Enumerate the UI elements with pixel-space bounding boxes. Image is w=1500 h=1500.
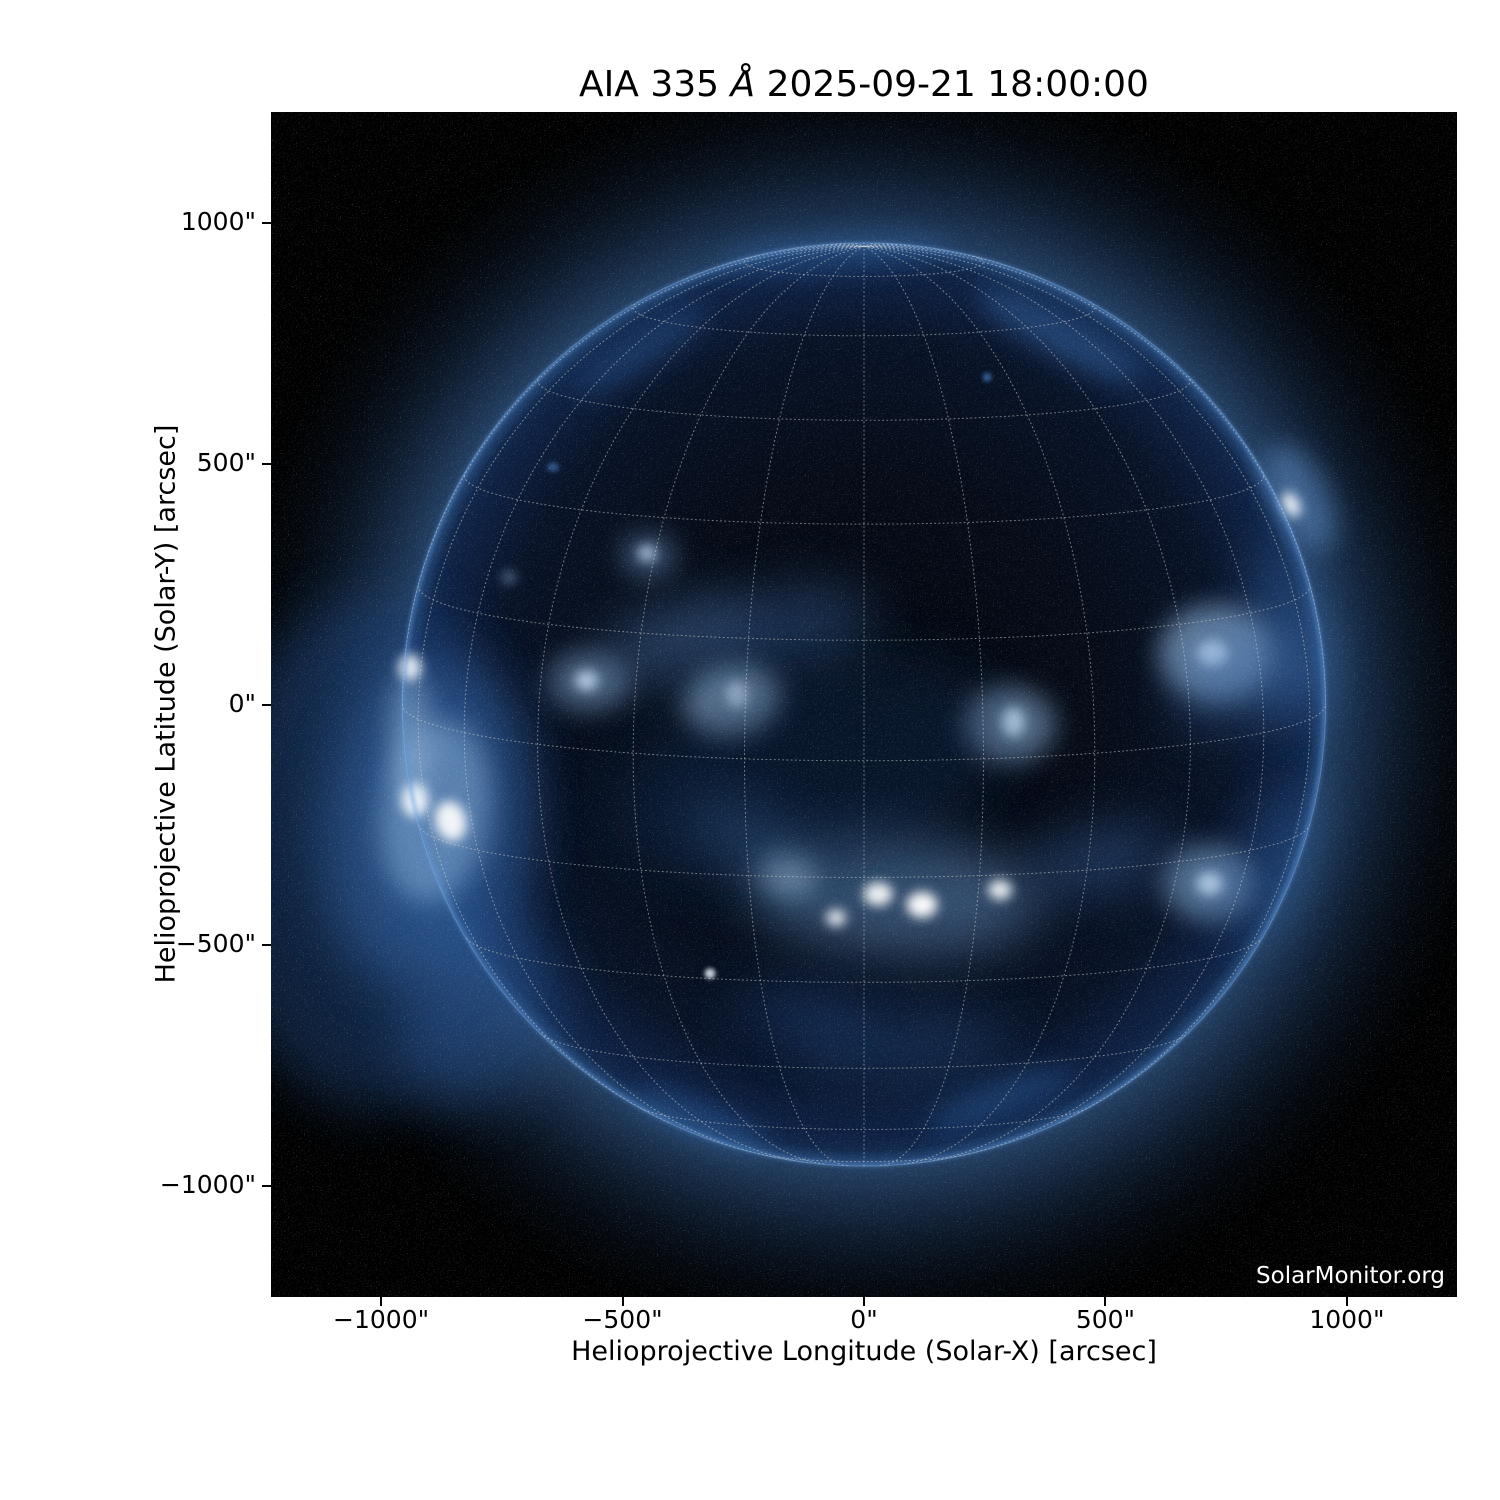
y-tick-mark [262,462,271,465]
x-tick-mark [1104,1297,1107,1306]
figure-title: AIA 335 Å 2025-09-21 18:00:00 [271,64,1457,105]
x-tick-label: 500" [1075,1305,1136,1334]
title-text-prefix: AIA 335 [579,64,731,105]
watermark: SolarMonitor.org [1256,1263,1445,1289]
y-tick-mark [262,944,271,947]
y-tick-label: 500" [196,447,256,477]
x-tick-mark [1345,1297,1348,1306]
y-tick-label: −500" [175,929,256,959]
plot-area: SolarMonitor.org [271,112,1457,1297]
y-tick-mark [262,703,271,706]
x-tick-label: 0" [850,1305,878,1334]
x-tick-mark [863,1297,865,1306]
noise-overlay [271,112,1457,1297]
x-tick-label: −1000" [333,1305,430,1334]
title-text-suffix: 2025-09-21 18:00:00 [755,64,1149,105]
y-tick-label: −1000" [159,1169,256,1199]
y-tick-mark [262,1184,271,1187]
y-axis-label: Helioprojective Latitude (Solar-Y) [arcs… [150,424,182,984]
x-tick-mark [380,1297,383,1306]
x-tick-label: −500" [582,1305,663,1334]
x-tick-mark [621,1297,624,1306]
y-tick-label: 0" [228,688,256,718]
y-tick-label: 1000" [180,207,256,237]
x-axis-label: Helioprojective Longitude (Solar-X) [arc… [571,1336,1157,1367]
y-tick-mark [262,222,271,225]
x-tick-label: 1000" [1309,1305,1385,1334]
angstrom-symbol: Å [730,64,756,105]
sun-image [271,112,1457,1297]
